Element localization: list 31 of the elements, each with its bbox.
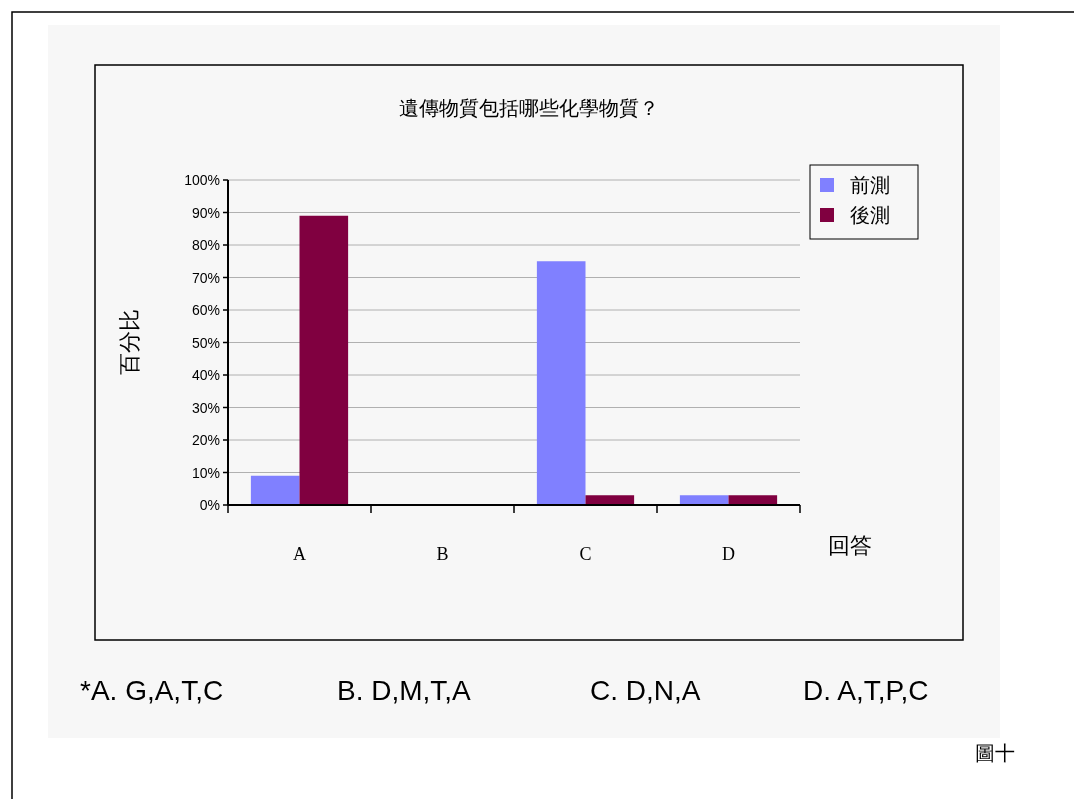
text: D. A,T,P,C	[803, 675, 929, 706]
y-tick-label: 40%	[191, 367, 220, 383]
y-axis-title: 百分比	[117, 309, 142, 375]
y-tick-label: 20%	[191, 432, 220, 448]
x-tick-label: B	[436, 544, 449, 564]
text: C. D,N,A	[590, 675, 701, 706]
legend-label: 後測	[850, 204, 890, 226]
x-tick-label: D	[722, 544, 735, 564]
text: *A. G,A,T,C	[80, 675, 224, 706]
bar	[536, 261, 586, 505]
y-tick-label: 10%	[191, 464, 220, 481]
y-tick-label: 100%	[184, 172, 220, 188]
y-tick-label: 50%	[191, 334, 220, 351]
y-tick-label: 0%	[199, 497, 220, 513]
bar	[679, 495, 729, 505]
chart-title: 遺傳物質包括哪些化學物質？	[399, 97, 659, 119]
bar	[585, 495, 635, 505]
text: 圖十	[975, 742, 1015, 764]
y-tick-label: 70%	[191, 269, 220, 286]
bar	[250, 475, 300, 505]
y-tick-label: 80%	[191, 237, 220, 253]
bar	[728, 495, 778, 505]
y-tick-label: 90%	[191, 204, 220, 221]
y-tick-label: 30%	[191, 399, 220, 416]
legend-label: 前測	[850, 174, 890, 196]
y-tick-label: 60%	[191, 302, 220, 318]
x-axis-title: 回答	[828, 533, 872, 558]
x-tick-label: C	[579, 544, 592, 564]
bar	[299, 215, 349, 505]
text: B. D,M,T,A	[337, 675, 472, 706]
x-tick-label: A	[293, 544, 306, 564]
